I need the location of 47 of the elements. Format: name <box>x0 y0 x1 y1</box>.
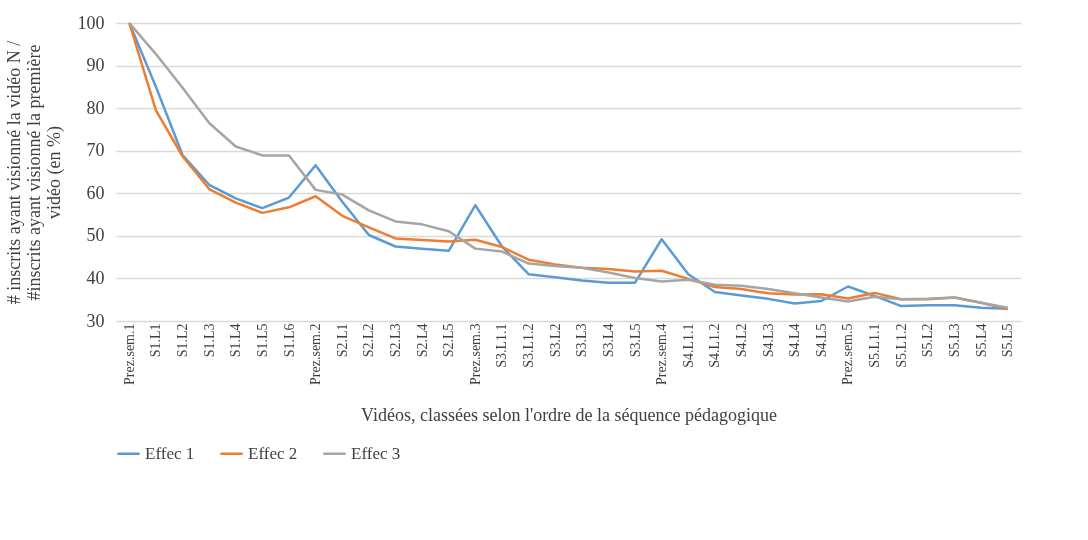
x-tick-label: S3.L2 <box>547 323 563 358</box>
x-tick-label: S4.L3 <box>760 323 776 358</box>
y-tick-label: 50 <box>86 225 105 246</box>
x-tick-label: Prez.sem.5 <box>840 323 856 385</box>
x-tick-label: S4.L4 <box>787 323 803 358</box>
x-tick-label: S1.L6 <box>281 323 297 358</box>
x-axis-title: Vidéos, classées selon l'ordre de la séquence pédagogique <box>360 404 778 425</box>
x-tick-label: S2.L1 <box>334 323 350 358</box>
x-tick-label: S2.L3 <box>387 323 403 358</box>
x-tick-label: Prez.sem.3 <box>467 323 483 385</box>
y-tick-label: 80 <box>86 97 105 118</box>
x-tick-label: Prez.sem.1 <box>121 323 137 385</box>
x-tick-label: S5.L5 <box>1000 323 1016 358</box>
x-tick-label: S2.L4 <box>414 323 430 358</box>
x-tick-label: S1.L4 <box>228 323 244 358</box>
x-tick-label: S4.L5 <box>813 323 829 358</box>
x-tick-label: S5.L1.1 <box>867 323 883 368</box>
x-tick-label: S4.L1.2 <box>707 323 723 368</box>
y-tick-label: 30 <box>86 310 105 331</box>
x-tick-label: S3.L1.1 <box>494 323 510 368</box>
x-tick-label: Prez.sem.2 <box>308 323 324 385</box>
y-tick-label: 60 <box>86 182 105 203</box>
y-axis-title: # inscrits ayant visionné la vidéo N / #inscrits ayant visionné la première vidéo (en %) <box>3 40 65 305</box>
y-tick-label: 100 <box>77 12 105 33</box>
x-tick-label: Prez.sem.4 <box>654 323 670 385</box>
legend-label: Effec 1 <box>145 443 195 463</box>
x-tick-label: S2.L5 <box>441 323 457 358</box>
x-tick-label: S4.L2 <box>734 323 750 358</box>
x-tick-label: S1.L5 <box>254 323 270 358</box>
x-tick-label: S4.L1.1 <box>680 323 696 368</box>
x-tick-label: S5.L2 <box>920 323 936 358</box>
x-tick-label: S3.L4 <box>600 323 616 358</box>
legend-label: Effec 2 <box>248 443 298 463</box>
x-tick-label: S5.L3 <box>946 323 962 358</box>
y-tick-label: 70 <box>86 140 105 161</box>
y-tick-label: 90 <box>86 55 105 76</box>
x-tick-label: S3.L1.2 <box>521 323 537 368</box>
y-tick-label: 40 <box>86 267 105 288</box>
x-tick-label: S5.L4 <box>973 323 989 358</box>
x-tick-label: S3.L5 <box>627 323 643 358</box>
x-tick-label: S1.L3 <box>201 323 217 358</box>
x-tick-label: S1.L2 <box>175 323 191 358</box>
legend-label: Effec 3 <box>351 443 401 463</box>
x-tick-label: S2.L2 <box>361 323 377 358</box>
x-tick-label: S1.L1 <box>148 323 164 358</box>
x-tick-label: S5.L1.2 <box>893 323 909 368</box>
x-tick-label: S3.L3 <box>574 323 590 358</box>
